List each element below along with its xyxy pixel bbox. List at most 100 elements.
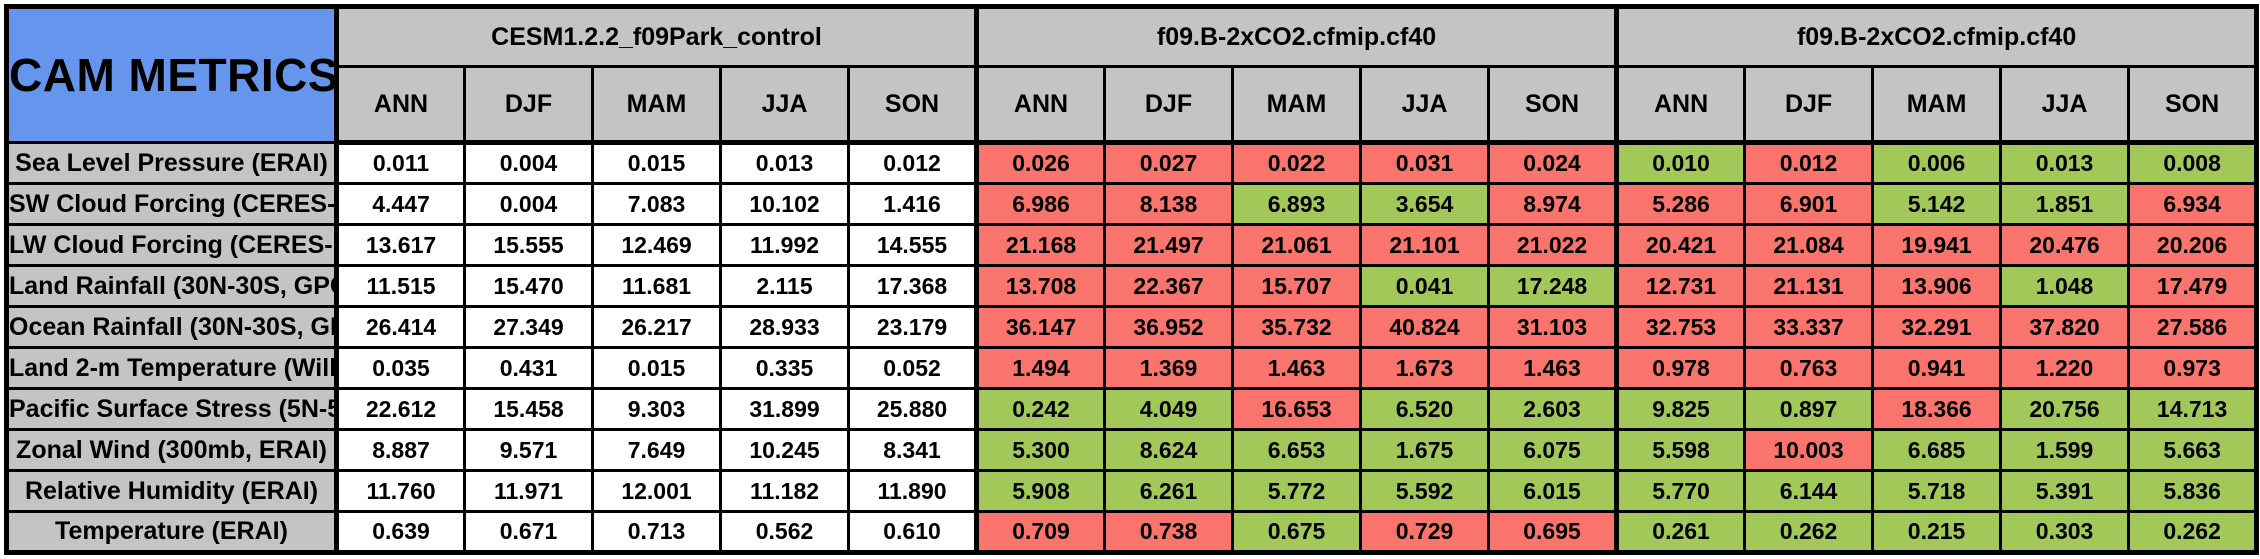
- value-cell: 23.179: [847, 305, 978, 349]
- value-cell: 17.479: [2127, 264, 2259, 308]
- season-header: SON: [2127, 65, 2259, 145]
- value-cell: 33.337: [1743, 305, 1875, 349]
- value-cell: 0.015: [591, 346, 722, 390]
- value-cell: 20.476: [1999, 223, 2131, 267]
- value-cell: 0.262: [1743, 510, 1875, 554]
- value-cell: 31.103: [1486, 305, 1619, 349]
- value-cell: 22.612: [334, 387, 466, 431]
- row-label: Land 2-m Temperature (Willmott): [5, 346, 339, 390]
- value-cell: 0.027: [1103, 141, 1234, 185]
- value-cell: 9.303: [591, 387, 722, 431]
- value-cell: 3.654: [1359, 182, 1490, 226]
- value-cell: 6.520: [1359, 387, 1490, 431]
- value-cell: 9.571: [463, 428, 594, 472]
- value-cell: 5.770: [1614, 469, 1747, 513]
- value-cell: 6.075: [1486, 428, 1619, 472]
- value-cell: 1.673: [1359, 346, 1490, 390]
- value-cell: 13.617: [334, 223, 466, 267]
- value-cell: 20.756: [1999, 387, 2131, 431]
- value-cell: 6.653: [1231, 428, 1362, 472]
- value-cell: 25.880: [847, 387, 978, 431]
- table-row: Zonal Wind (300mb, ERAI) 8.887 9.571 7.649 1…: [5, 428, 2259, 472]
- value-cell: 17.368: [847, 264, 978, 308]
- value-cell: 11.992: [719, 223, 850, 267]
- value-cell: 15.707: [1231, 264, 1362, 308]
- value-cell: 0.431: [463, 346, 594, 390]
- value-cell: 0.303: [1999, 510, 2131, 554]
- value-cell: 0.052: [847, 346, 978, 390]
- value-cell: 27.586: [2127, 305, 2259, 349]
- value-cell: 14.555: [847, 223, 978, 267]
- value-cell: 1.369: [1103, 346, 1234, 390]
- group-header-2xco2-a: f09.B-2xCO2.cfmip.cf40: [973, 5, 1619, 68]
- value-cell: 21.061: [1231, 223, 1362, 267]
- value-cell: 8.974: [1486, 182, 1619, 226]
- value-cell: 0.024: [1486, 141, 1619, 185]
- value-cell: 13.708: [974, 264, 1106, 308]
- row-label: LW Cloud Forcing (CERES-EBAF): [5, 223, 339, 267]
- value-cell: 0.022: [1231, 141, 1362, 185]
- value-cell: 40.824: [1359, 305, 1490, 349]
- value-cell: 5.142: [1871, 182, 2003, 226]
- value-cell: 32.291: [1871, 305, 2003, 349]
- value-cell: 6.144: [1743, 469, 1875, 513]
- value-cell: 0.897: [1743, 387, 1875, 431]
- value-cell: 1.851: [1999, 182, 2131, 226]
- value-cell: 8.887: [334, 428, 466, 472]
- table-row: Land 2-m Temperature (Willmott)0.0350.43…: [5, 346, 2259, 390]
- value-cell: 0.026: [974, 141, 1106, 185]
- row-label: Land Rainfall (30N-30S, GPCP): [5, 264, 339, 308]
- value-cell: 11.515: [334, 264, 466, 308]
- season-header: JJA: [1999, 65, 2131, 145]
- value-cell: 31.899: [719, 387, 850, 431]
- value-cell: 22.367: [1103, 264, 1234, 308]
- value-cell: 0.006: [1871, 141, 2003, 185]
- value-cell: 0.941: [1871, 346, 2003, 390]
- value-cell: 18.366: [1871, 387, 2003, 431]
- value-cell: 1.675: [1359, 428, 1490, 472]
- value-cell: 5.286: [1614, 182, 1747, 226]
- value-cell: 0.639: [334, 510, 466, 554]
- value-cell: 0.004: [463, 182, 594, 226]
- value-cell: 5.592: [1359, 469, 1490, 513]
- value-cell: 11.681: [591, 264, 722, 308]
- value-cell: 11.971: [463, 469, 594, 513]
- group-header-row: CAM METRICS CESM1.2.2_f09Park_control f0…: [5, 5, 2259, 144]
- value-cell: 0.013: [1999, 141, 2131, 185]
- value-cell: 16.653: [1231, 387, 1362, 431]
- value-cell: 0.695: [1486, 510, 1619, 554]
- value-cell: 1.599: [1999, 428, 2131, 472]
- season-header: JJA: [719, 65, 850, 145]
- row-label: Ocean Rainfall (30N-30S, GPCP): [5, 305, 339, 349]
- season-header: MAM: [1231, 65, 1362, 145]
- value-cell: 17.248: [1486, 264, 1619, 308]
- season-header: DJF: [1743, 65, 1875, 145]
- value-cell: 0.041: [1359, 264, 1490, 308]
- season-header: DJF: [463, 65, 594, 145]
- value-cell: 1.463: [1486, 346, 1619, 390]
- value-cell: 11.182: [719, 469, 850, 513]
- value-cell: 14.713: [2127, 387, 2259, 431]
- value-cell: 32.753: [1614, 305, 1747, 349]
- value-cell: 15.458: [463, 387, 594, 431]
- table-row: Sea Level Pressure (ERAI) 0.011 0.004 0.015…: [5, 141, 2259, 185]
- value-cell: 0.010: [1614, 141, 1747, 185]
- group-header-2xco2-b: f09.B-2xCO2.cfmip.cf40: [1614, 5, 2259, 68]
- value-cell: 0.763: [1743, 346, 1875, 390]
- value-cell: 20.206: [2127, 223, 2259, 267]
- value-cell: 8.341: [847, 428, 978, 472]
- table-row: Relative Humidity (ERAI) 11.760 11.971 12.0…: [5, 469, 2259, 513]
- value-cell: 6.893: [1231, 182, 1362, 226]
- value-cell: 5.908: [974, 469, 1106, 513]
- value-cell: 5.836: [2127, 469, 2259, 513]
- value-cell: 0.012: [1743, 141, 1875, 185]
- value-cell: 0.242: [974, 387, 1106, 431]
- value-cell: 0.973: [2127, 346, 2259, 390]
- table-row: Pacific Surface Stress (5N-5S,ERS)22.612…: [5, 387, 2259, 431]
- value-cell: 36.952: [1103, 305, 1234, 349]
- row-label: Pacific Surface Stress (5N-5S,ERS): [5, 387, 339, 431]
- value-cell: 0.335: [719, 346, 850, 390]
- value-cell: 2.115: [719, 264, 850, 308]
- table-row: SW Cloud Forcing (CERES-EBAF)4.4470.0047…: [5, 182, 2259, 226]
